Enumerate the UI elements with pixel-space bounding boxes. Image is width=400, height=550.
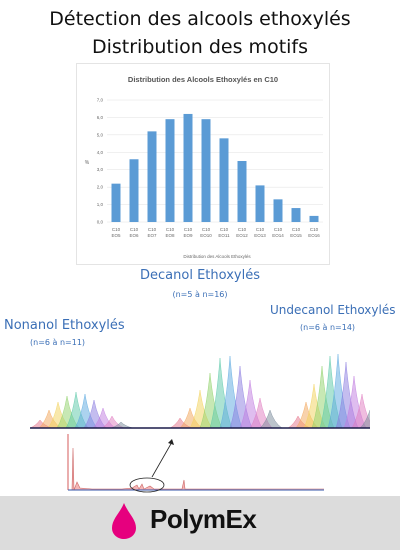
bar: [147, 131, 157, 222]
x-tick-label: C10: [202, 227, 211, 232]
bar: [309, 215, 319, 222]
bar: [255, 185, 265, 222]
logo-text: PolymEx: [150, 504, 257, 534]
x-tick-label: EO8: [165, 233, 175, 238]
bar: [273, 199, 283, 222]
y-tick-label: 4,0: [97, 150, 104, 155]
bar: [219, 138, 229, 222]
y-tick-label: 6,0: [97, 115, 104, 120]
page-subtitle: Distribution des motifs: [91, 36, 309, 58]
x-tick-label: EO15: [290, 233, 302, 238]
chromatogram-overview: [67, 434, 324, 493]
x-tick-label: EO9: [183, 233, 193, 238]
y-tick-label: 3,0: [97, 167, 104, 172]
x-tick-label: C10: [220, 227, 229, 232]
x-tick-label: C10: [148, 227, 157, 232]
x-tick-label: EO10: [200, 233, 212, 238]
bar: [237, 161, 247, 222]
drop-icon: [112, 503, 136, 539]
spectra-peaks: [30, 353, 370, 429]
bar: [183, 113, 193, 222]
bar: [291, 208, 301, 222]
chart-title: Distribution des Alcools Ethoxylés en C1…: [128, 75, 278, 84]
y-tick-label: 0,0: [97, 220, 104, 225]
x-tick-label: EO11: [218, 233, 230, 238]
spectrum-peak: [351, 393, 370, 429]
bars: [111, 113, 319, 222]
bar: [111, 183, 121, 222]
y-tick-label: 1,0: [97, 202, 104, 207]
x-tick-label: C10: [238, 227, 247, 232]
mass-spectra-overlay: [30, 353, 370, 429]
y-tick-label: 7,0: [97, 98, 104, 103]
x-tick-label: C10: [166, 227, 175, 232]
x-axis-label: Distribution des Alcools Ethoxylés: [183, 254, 251, 259]
x-tick-label: EO16: [308, 233, 320, 238]
x-tick-label: EO13: [254, 233, 266, 238]
bar: [165, 119, 175, 222]
bar: [201, 119, 211, 222]
x-tick-label: EO12: [236, 233, 248, 238]
undecanol-label: Undecanol Ethoxylés: [270, 303, 396, 317]
x-tick-label: C10: [184, 227, 193, 232]
undecanol-range: (n=6 à n=14): [300, 323, 356, 332]
zoom-arrow: [151, 441, 173, 478]
footer-band: [0, 496, 400, 550]
x-tick-label: C10: [274, 227, 283, 232]
y-tick-label: 2,0: [97, 185, 104, 190]
spectrum-peak: [359, 409, 370, 429]
nonanol-label: Nonanol Ethoxylés: [4, 318, 125, 333]
x-tick-label: C10: [310, 227, 319, 232]
x-tick-label: EO6: [129, 233, 139, 238]
x-tick-label: EO7: [147, 233, 157, 238]
page-title: Détection des alcools ethoxylés: [49, 8, 351, 30]
spectrum-peak: [110, 421, 134, 429]
x-tick-label: C10: [112, 227, 121, 232]
spectrum-peak: [259, 409, 283, 429]
decanol-range: (n=5 à n=16): [172, 290, 228, 299]
overview-trace: [68, 447, 324, 491]
y-axis-label: %: [85, 160, 90, 166]
x-tick-label: C10: [292, 227, 301, 232]
x-tick-label: C10: [130, 227, 139, 232]
decanol-label: Decanol Ethoxylés: [140, 268, 260, 283]
bar: [129, 159, 139, 222]
tick-labels: 0,01,02,03,04,05,06,07,0C10EO5C10EO6C10E…: [97, 98, 321, 239]
zoom-ellipse: [129, 477, 165, 493]
nonanol-range: (n=6 à n=11): [30, 338, 86, 347]
x-tick-label: EO5: [111, 233, 121, 238]
x-tick-label: C10: [256, 227, 265, 232]
y-tick-label: 5,0: [97, 132, 104, 137]
x-tick-label: EO14: [272, 233, 284, 238]
grid: [107, 99, 323, 223]
bar-chart: Distribution des Alcools Ethoxylés en C1…: [76, 63, 330, 265]
zoom-arrowhead: [168, 439, 174, 445]
